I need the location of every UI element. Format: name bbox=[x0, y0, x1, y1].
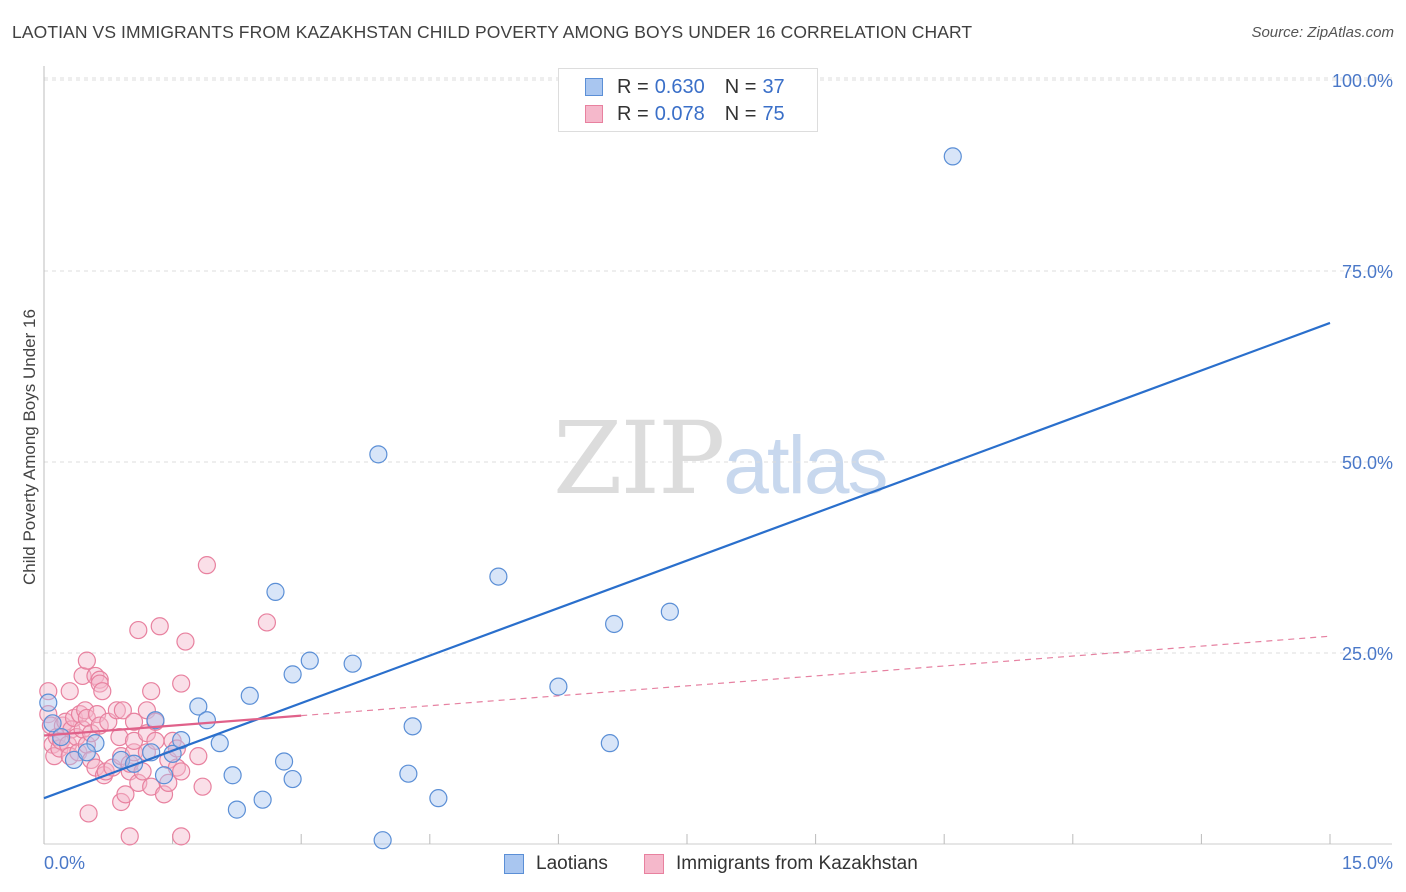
legend-r-label: R = bbox=[617, 75, 649, 98]
data-point bbox=[300, 651, 319, 670]
data-point bbox=[197, 556, 216, 575]
data-point bbox=[50, 739, 69, 758]
data-point bbox=[113, 701, 132, 720]
y-tick-label: 25.0% bbox=[1342, 644, 1393, 664]
correlation-legend: R = 0.630 N = 37 R = 0.078 N = 75 bbox=[558, 68, 818, 132]
source-label: Source: ZipAtlas.com bbox=[1251, 24, 1394, 41]
trendline-kazakhstan-dashed bbox=[301, 635, 1331, 717]
data-point bbox=[373, 831, 392, 850]
trendline-kazakhstan-solid bbox=[43, 714, 302, 737]
data-point bbox=[142, 682, 161, 701]
bottom-legend-laotians: Laotians bbox=[504, 852, 608, 876]
y-tick-label: 75.0% bbox=[1342, 262, 1393, 282]
legend-row-laotians: R = 0.630 N = 37 bbox=[585, 74, 785, 100]
data-point bbox=[257, 613, 277, 632]
data-point bbox=[172, 674, 191, 693]
y-tick-label: 50.0% bbox=[1342, 453, 1393, 473]
data-point bbox=[77, 743, 96, 762]
data-point bbox=[120, 827, 139, 846]
bottom-legend-swatch-kazakhstan bbox=[644, 854, 664, 874]
data-point bbox=[943, 147, 962, 166]
bottom-legend-kazakhstan: Immigrants from Kazakhstan bbox=[644, 852, 918, 876]
data-point bbox=[605, 614, 624, 634]
data-point bbox=[343, 654, 362, 673]
bottom-legend-label-laotians: Laotians bbox=[536, 853, 608, 874]
legend-r-value: 0.630 bbox=[654, 75, 705, 98]
x-tick-label-max: 15.0% bbox=[1342, 853, 1393, 873]
data-point bbox=[172, 827, 191, 846]
data-point bbox=[76, 701, 95, 720]
y-tick-label: 100.0% bbox=[1332, 71, 1393, 91]
data-point bbox=[283, 769, 302, 789]
data-point bbox=[227, 800, 246, 819]
trend-layer bbox=[43, 321, 1331, 800]
axis-layer bbox=[43, 66, 1331, 844]
data-point bbox=[429, 789, 448, 808]
legend-r-label: R = bbox=[617, 102, 649, 125]
data-point bbox=[189, 747, 208, 766]
legend-n-label: N = bbox=[724, 75, 757, 98]
data-point bbox=[660, 602, 679, 621]
x-tick-label-min: 0.0% bbox=[44, 853, 85, 873]
data-point bbox=[39, 693, 58, 712]
data-point bbox=[253, 790, 272, 809]
data-point bbox=[172, 762, 191, 781]
legend-n-value: 75 bbox=[762, 102, 785, 125]
legend-r-value: 0.078 bbox=[654, 102, 705, 125]
data-point bbox=[129, 620, 148, 640]
legend-n-value: 37 bbox=[762, 75, 785, 98]
data-point bbox=[274, 752, 294, 771]
data-point bbox=[90, 670, 109, 689]
data-point bbox=[43, 714, 62, 733]
data-point bbox=[77, 651, 96, 670]
legend-swatch-laotians bbox=[585, 78, 603, 96]
trendline-laotians bbox=[43, 321, 1331, 800]
data-point bbox=[399, 764, 418, 783]
data-point bbox=[79, 804, 98, 823]
series-kazakhstan-points bbox=[39, 556, 277, 846]
data-point bbox=[52, 727, 71, 747]
data-point bbox=[283, 665, 302, 684]
data-point bbox=[107, 701, 126, 720]
data-point bbox=[403, 717, 422, 736]
tick-label-layer: 25.0% 50.0% 75.0% 100.0% 0.0% 15.0% bbox=[44, 71, 1393, 873]
data-point bbox=[193, 777, 212, 796]
data-point bbox=[150, 617, 169, 636]
data-point bbox=[116, 785, 135, 804]
data-point bbox=[146, 711, 165, 730]
data-point bbox=[600, 734, 619, 753]
data-point bbox=[154, 785, 174, 804]
data-point bbox=[93, 682, 112, 701]
legend-n-label: N = bbox=[724, 102, 757, 125]
data-point bbox=[197, 711, 216, 730]
data-point bbox=[154, 766, 174, 785]
legend-row-kazakhstan: R = 0.078 N = 75 bbox=[585, 101, 785, 127]
data-point bbox=[369, 445, 388, 464]
data-point bbox=[176, 632, 195, 651]
data-point bbox=[489, 567, 508, 586]
data-point bbox=[223, 766, 242, 785]
data-point bbox=[210, 734, 229, 753]
bottom-legend-label-kazakhstan: Immigrants from Kazakhstan bbox=[676, 853, 918, 874]
data-point bbox=[549, 677, 568, 696]
legend-swatch-kazakhstan bbox=[585, 105, 603, 123]
data-point bbox=[60, 682, 79, 701]
watermark: ZIPatlas bbox=[553, 400, 889, 517]
chart-title: LAOTIAN VS IMMIGRANTS FROM KAZAKHSTAN CH… bbox=[12, 22, 973, 42]
data-point bbox=[240, 686, 259, 705]
grid-layer bbox=[44, 77, 1392, 845]
bottom-legend-swatch-laotians bbox=[504, 854, 524, 874]
data-point bbox=[266, 582, 285, 601]
watermark-zip: ZIP bbox=[553, 400, 725, 517]
data-point bbox=[110, 727, 129, 747]
data-point bbox=[189, 697, 208, 716]
data-point bbox=[124, 712, 144, 731]
series-laotians-points bbox=[39, 147, 962, 850]
